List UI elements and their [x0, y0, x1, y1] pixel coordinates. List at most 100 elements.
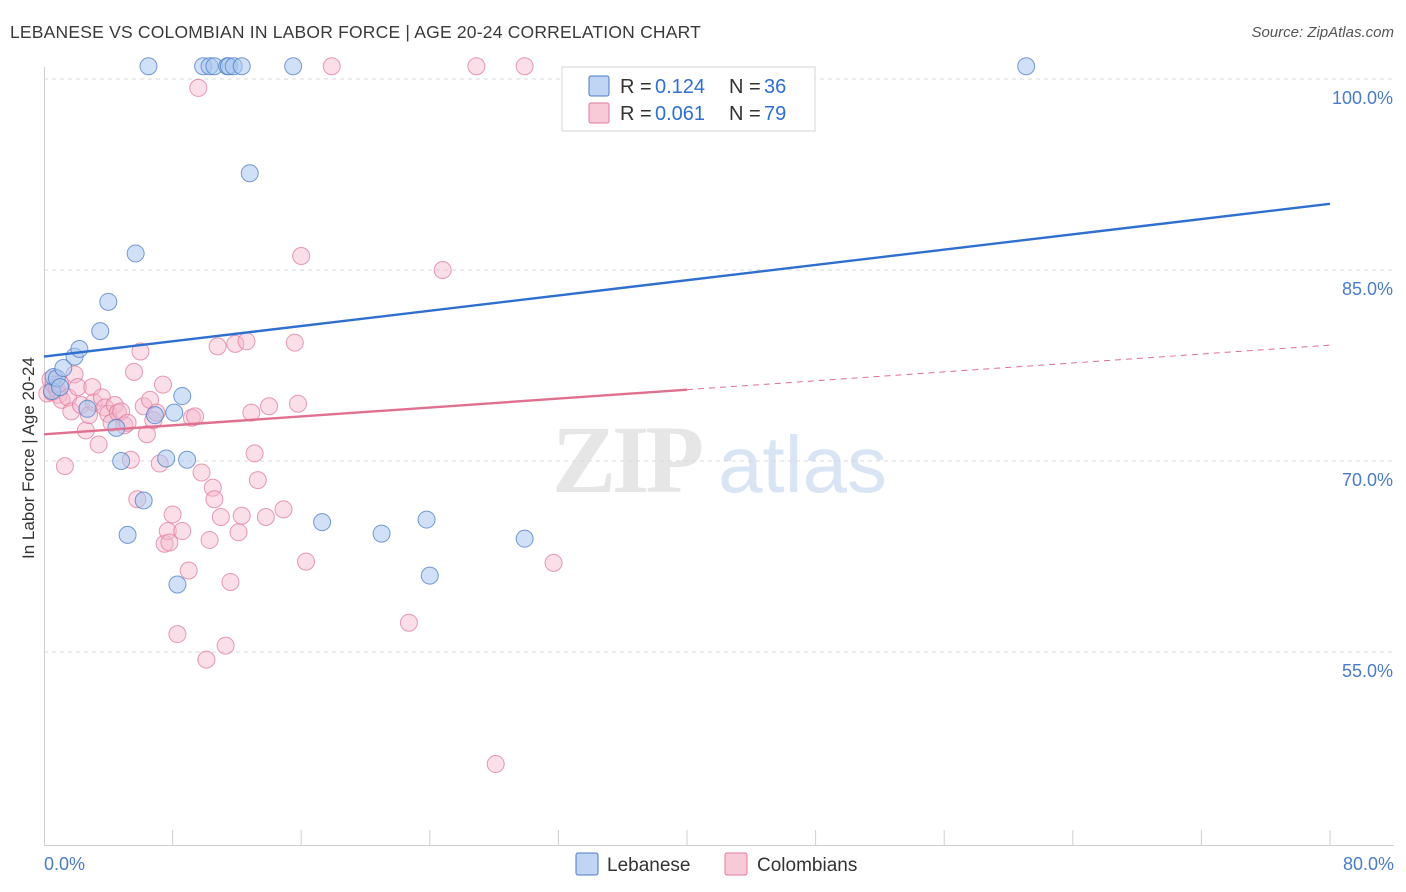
data-point-lebanese — [99, 292, 118, 311]
data-point-lebanese — [134, 491, 153, 510]
series-lebanese — [43, 57, 1036, 594]
data-point-colombians — [125, 362, 144, 381]
watermark: ZIP atlas — [552, 406, 887, 513]
legend-r-label-colombians: R = — [620, 103, 652, 125]
x-tick-label-min: 0.0% — [44, 854, 85, 874]
watermark-atlas: atlas — [718, 420, 887, 509]
x-ticks — [172, 830, 1331, 845]
data-point-colombians — [131, 342, 150, 361]
data-point-colombians — [242, 403, 261, 422]
data-point-colombians — [158, 522, 177, 541]
y-tick-label: 100.0% — [1332, 88, 1393, 108]
data-point-colombians — [288, 394, 307, 413]
data-point-lebanese — [70, 339, 89, 358]
data-point-colombians — [433, 261, 452, 279]
data-point-colombians — [232, 506, 251, 525]
data-point-lebanese — [168, 575, 187, 594]
data-point-colombians — [89, 435, 108, 454]
y-axis-title: In Labor Force | Age 20-24 — [19, 357, 38, 559]
data-point-lebanese — [515, 529, 534, 548]
data-point-colombians — [248, 471, 267, 490]
legend-n-value-lebanese: 36 — [764, 76, 786, 98]
data-point-colombians — [256, 508, 275, 527]
data-point-colombians — [179, 561, 198, 580]
bottom-legend-swatch-lebanese — [575, 852, 599, 876]
data-point-lebanese — [313, 513, 332, 532]
bottom-legend-swatch-colombians — [724, 852, 748, 876]
data-point-colombians — [226, 334, 245, 353]
data-point-colombians — [399, 613, 418, 632]
data-point-colombians — [260, 397, 279, 416]
data-point-lebanese — [284, 57, 303, 76]
data-point-colombians — [292, 246, 311, 265]
bottom-legend-label-colombians: Colombians — [757, 855, 857, 876]
trend-lines — [43, 202, 1331, 436]
data-point-colombians — [205, 490, 224, 509]
data-point-colombians — [515, 57, 534, 76]
data-point-lebanese — [112, 452, 131, 470]
axes — [44, 67, 1394, 846]
data-point-colombians — [68, 378, 87, 397]
data-point-lebanese — [126, 244, 145, 263]
data-point-colombians — [467, 57, 486, 76]
data-point-colombians — [197, 650, 216, 669]
legend-swatch-lebanese — [588, 75, 610, 97]
data-point-colombians — [544, 553, 563, 572]
chart-title: LEBANESE VS COLOMBIAN IN LABOR FORCE | A… — [10, 22, 702, 42]
data-point-lebanese — [178, 450, 197, 469]
data-point-colombians — [297, 552, 316, 571]
legend-n-value-colombians: 79 — [764, 103, 786, 125]
data-point-lebanese — [240, 164, 259, 183]
data-point-colombians — [189, 78, 208, 97]
data-point-colombians — [486, 755, 505, 774]
data-point-colombians — [163, 505, 182, 524]
data-point-colombians — [216, 636, 235, 655]
data-point-colombians — [173, 522, 192, 541]
y-tick-label: 85.0% — [1342, 279, 1393, 299]
data-point-colombians — [229, 523, 248, 542]
data-point-lebanese — [157, 449, 176, 468]
bottom-legend: Lebanese Colombians — [575, 852, 857, 876]
data-point-colombians — [192, 463, 211, 482]
data-point-colombians — [285, 333, 304, 352]
data-point-colombians — [322, 57, 341, 76]
bottom-legend-label-lebanese: Lebanese — [607, 855, 690, 876]
data-point-lebanese — [417, 510, 436, 529]
data-point-colombians — [208, 337, 227, 356]
data-point-colombians — [153, 375, 172, 394]
data-point-lebanese — [232, 57, 251, 76]
data-point-colombians — [211, 508, 230, 527]
data-point-colombians — [112, 402, 131, 421]
data-point-lebanese — [173, 387, 192, 406]
trend-line-colombians — [43, 388, 688, 436]
data-point-colombians — [55, 457, 74, 476]
legend-n-label-colombians: N = — [729, 103, 761, 125]
data-point-colombians — [274, 500, 293, 519]
legend-r-value-lebanese: 0.124 — [655, 76, 705, 98]
data-point-lebanese — [145, 406, 164, 425]
watermark-zip: ZIP — [552, 406, 701, 513]
y-tick-label: 70.0% — [1342, 470, 1393, 490]
legend-r-value-colombians: 0.061 — [655, 103, 705, 125]
data-point-lebanese — [1017, 57, 1036, 76]
data-point-lebanese — [78, 399, 97, 418]
y-tick-label: 55.0% — [1342, 661, 1393, 681]
data-point-lebanese — [51, 378, 70, 397]
data-point-lebanese — [118, 525, 137, 544]
data-point-lebanese — [420, 566, 439, 585]
data-point-lebanese — [165, 403, 184, 422]
data-point-colombians — [237, 332, 256, 351]
data-point-lebanese — [139, 57, 158, 76]
y-tick-labels: 55.0% 70.0% 85.0% 100.0% — [1332, 88, 1393, 681]
data-point-colombians — [221, 572, 240, 591]
data-point-colombians — [203, 478, 222, 497]
data-point-colombians — [160, 533, 179, 552]
trend-line-lebanese — [43, 202, 1331, 358]
trend-line-colombians-projection — [686, 344, 1331, 391]
source-credit: Source: ZipAtlas.com — [1251, 24, 1394, 41]
series-colombians — [38, 57, 563, 774]
legend-swatch-colombians — [588, 102, 610, 124]
data-point-lebanese — [91, 322, 110, 341]
legend-n-label-lebanese: N = — [729, 76, 761, 98]
